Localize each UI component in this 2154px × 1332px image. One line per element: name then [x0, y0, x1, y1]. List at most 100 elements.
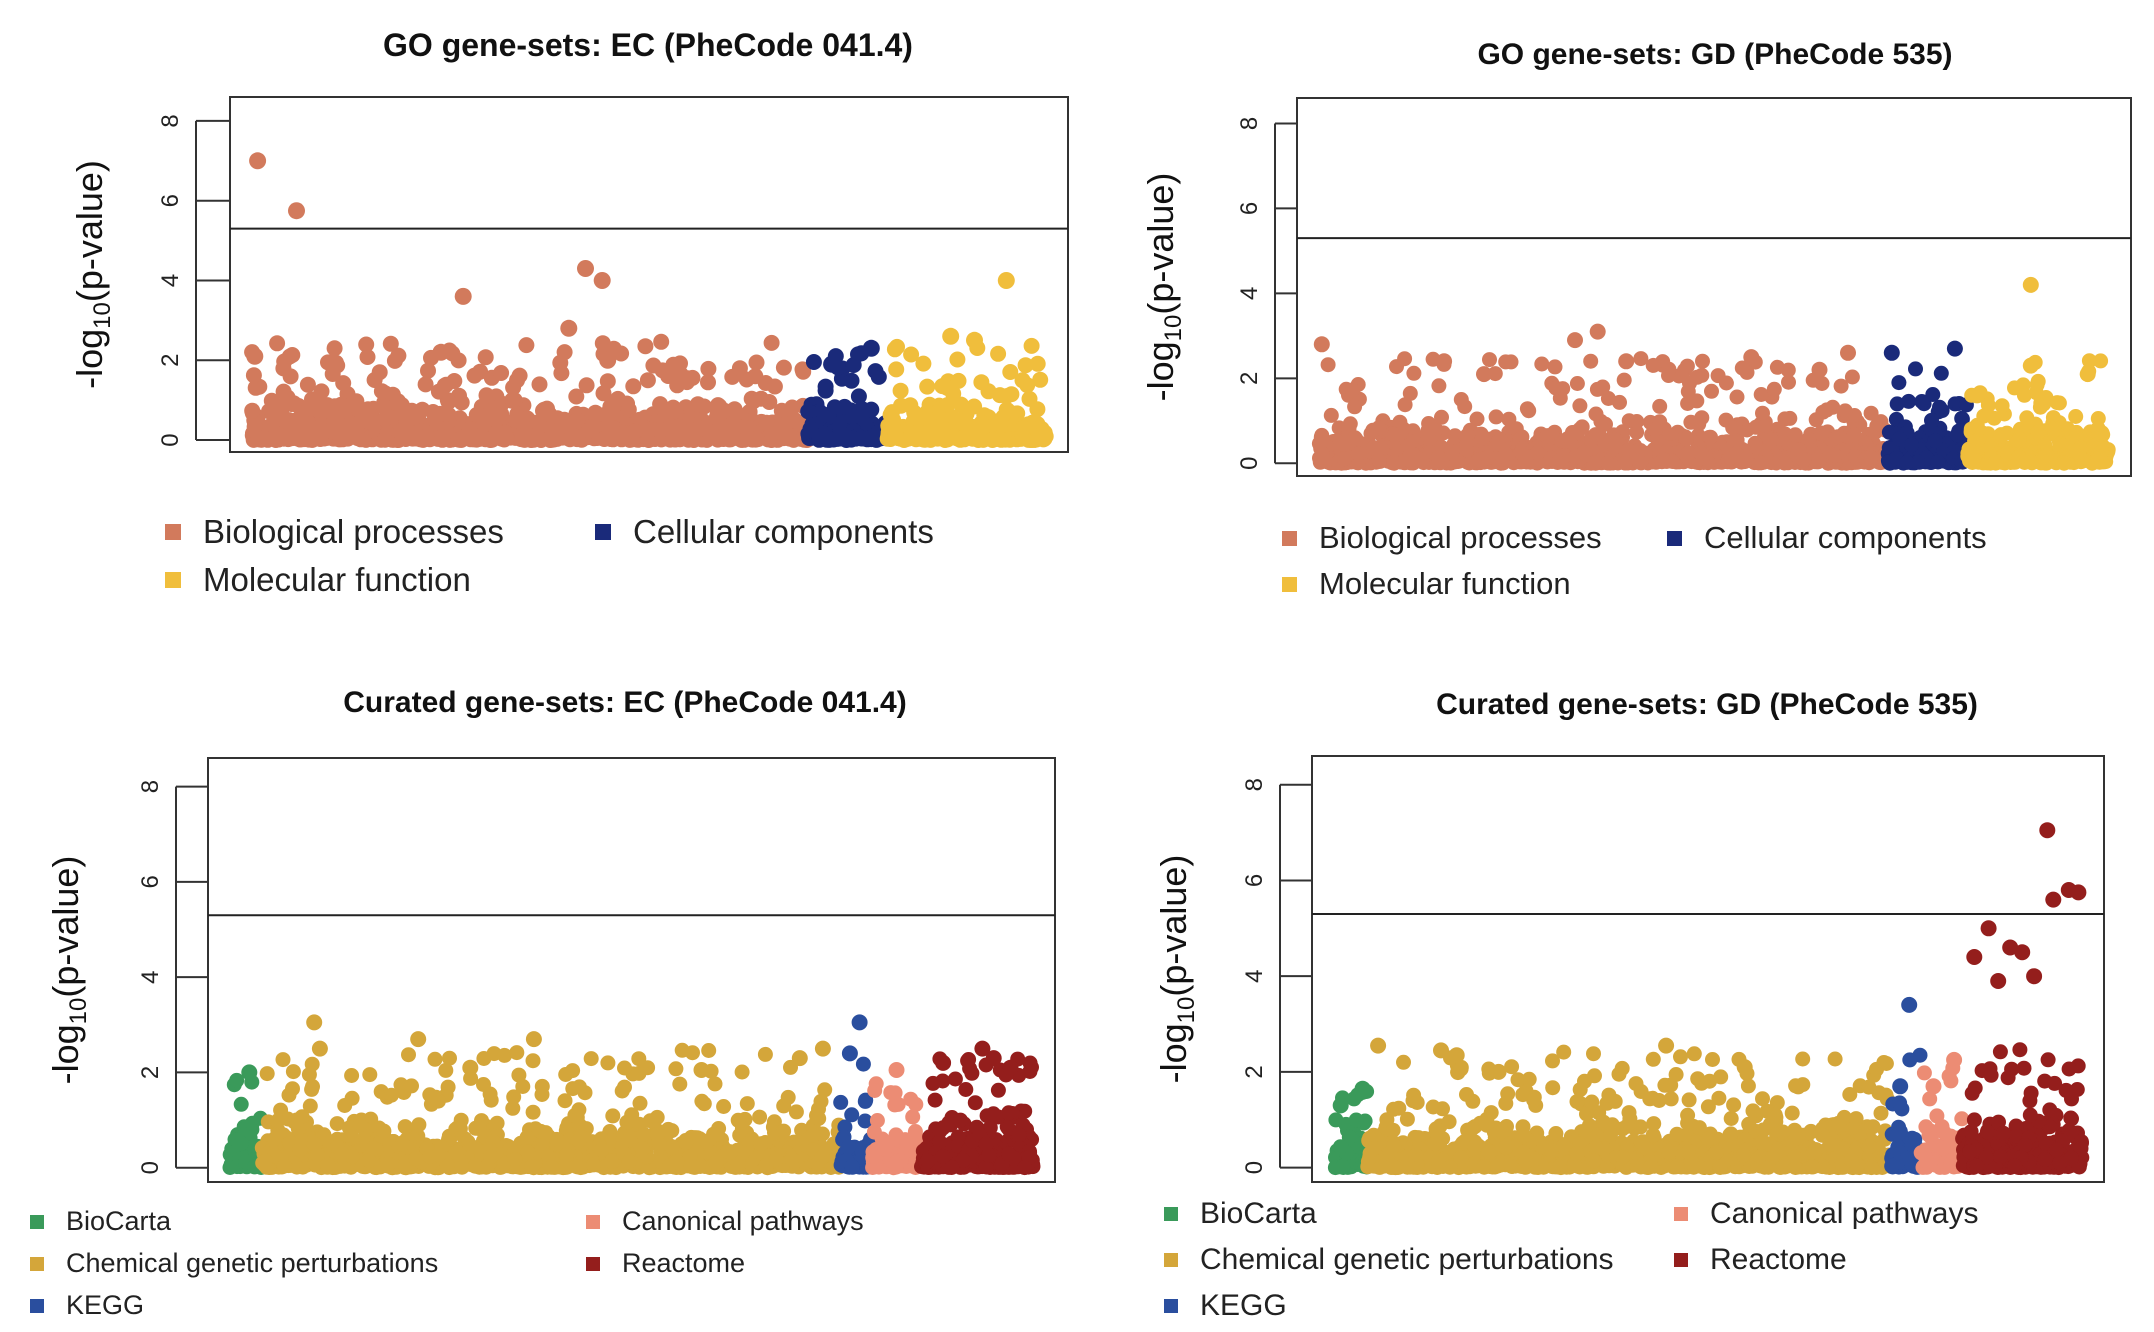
- data-point: [993, 411, 1010, 428]
- data-point: [570, 1159, 586, 1175]
- data-point: [887, 423, 904, 440]
- data-point: [320, 1157, 336, 1173]
- data-point: [1703, 429, 1718, 445]
- data-point: [568, 388, 585, 405]
- y-tick-label: 2: [157, 354, 184, 367]
- data-point: [587, 404, 604, 421]
- data-point-peak: [942, 327, 960, 345]
- data-point: [1600, 455, 1616, 471]
- data-point: [1661, 361, 1677, 377]
- data-point: [1023, 337, 1040, 354]
- data-point: [1647, 422, 1663, 437]
- data-point: [758, 414, 775, 431]
- data-point: [1459, 442, 1474, 458]
- data-point: [329, 357, 346, 374]
- data-point: [1402, 385, 1418, 401]
- data-point: [1796, 452, 1812, 468]
- data-point: [507, 1152, 523, 1168]
- data-point: [2046, 422, 2062, 438]
- data-point: [998, 388, 1015, 405]
- data-point: [1595, 379, 1611, 395]
- data-point-peak: [599, 351, 617, 369]
- chart-title: Curated gene-sets: EC (PheCode 041.4): [343, 686, 906, 719]
- data-point: [453, 394, 470, 411]
- data-point: [245, 367, 262, 384]
- data-point: [1569, 376, 1585, 391]
- data-point: [903, 346, 920, 363]
- data-point: [302, 1098, 318, 1114]
- data-point: [1028, 428, 1045, 445]
- data-point: [1988, 454, 2004, 470]
- data-point: [1320, 357, 1336, 373]
- data-point: [1819, 402, 1835, 418]
- data-point: [609, 426, 626, 443]
- data-point: [1954, 410, 1970, 426]
- data-point: [564, 427, 581, 444]
- data-point: [599, 373, 616, 390]
- data-point: [1679, 358, 1695, 374]
- data-point: [257, 1153, 273, 1169]
- data-point: [950, 372, 967, 389]
- y-tick-label: 4: [1236, 287, 1263, 300]
- data-point: [784, 1151, 800, 1167]
- series-biological-processes: [244, 152, 816, 448]
- data-point: [1431, 378, 1447, 394]
- data-point: [748, 354, 765, 371]
- data-point: [558, 1158, 574, 1174]
- data-point: [1718, 375, 1734, 391]
- data-point: [594, 1142, 609, 1158]
- data-point: [538, 1125, 554, 1141]
- data-point: [376, 1123, 392, 1139]
- series-chemical-genetic-perturbations: [254, 1014, 848, 1176]
- legend-swatch: [1282, 530, 1297, 546]
- data-point: [269, 335, 286, 352]
- data-point: [477, 349, 494, 366]
- data-point: [1453, 392, 1469, 407]
- series-biological-processes: [1311, 323, 1895, 471]
- data-point: [493, 365, 510, 381]
- data-point: [544, 1159, 560, 1175]
- data-point: [1351, 446, 1367, 462]
- data-point: [1695, 353, 1710, 369]
- data-point: [1607, 439, 1623, 455]
- data-point: [2030, 424, 2046, 440]
- chart-curated-ec-plot: Curated gene-sets: EC (PheCode 041.4)-lo…: [45, 686, 1056, 1183]
- data-point: [716, 1099, 732, 1114]
- data-point: [1444, 445, 1460, 461]
- data-point: [1032, 371, 1049, 388]
- data-point: [700, 374, 716, 391]
- data-point: [1925, 387, 1941, 402]
- data-point: [468, 1158, 483, 1174]
- data-point: [1949, 427, 1965, 443]
- data-point: [365, 1140, 381, 1156]
- legend-swatch: [165, 572, 181, 588]
- data-point-peak: [241, 1064, 258, 1081]
- data-point: [1891, 375, 1907, 391]
- data-point-peak: [454, 287, 472, 305]
- data-point: [1347, 399, 1363, 415]
- legend-swatch: [595, 524, 611, 540]
- plot-frame: [229, 96, 1069, 453]
- data-point: [660, 1121, 676, 1137]
- data-point: [773, 424, 790, 441]
- data-point: [1914, 394, 1930, 409]
- data-point: [488, 424, 505, 441]
- data-point: [397, 1158, 413, 1173]
- data-point: [626, 423, 643, 440]
- data-point: [760, 429, 777, 446]
- data-point: [1963, 421, 1979, 437]
- data-point: [285, 395, 302, 412]
- data-point: [1694, 410, 1710, 426]
- data-point: [990, 345, 1007, 362]
- data-point: [233, 1096, 249, 1112]
- data-point: [1800, 431, 1816, 447]
- data-point: [256, 430, 272, 447]
- data-point: [634, 1141, 650, 1157]
- data-point: [292, 1142, 308, 1158]
- data-point: [1681, 445, 1696, 461]
- data-point: [270, 1113, 286, 1129]
- data-point: [867, 363, 884, 380]
- data-point: [934, 378, 951, 395]
- data-point: [1758, 418, 1773, 434]
- data-point-peak: [288, 202, 305, 220]
